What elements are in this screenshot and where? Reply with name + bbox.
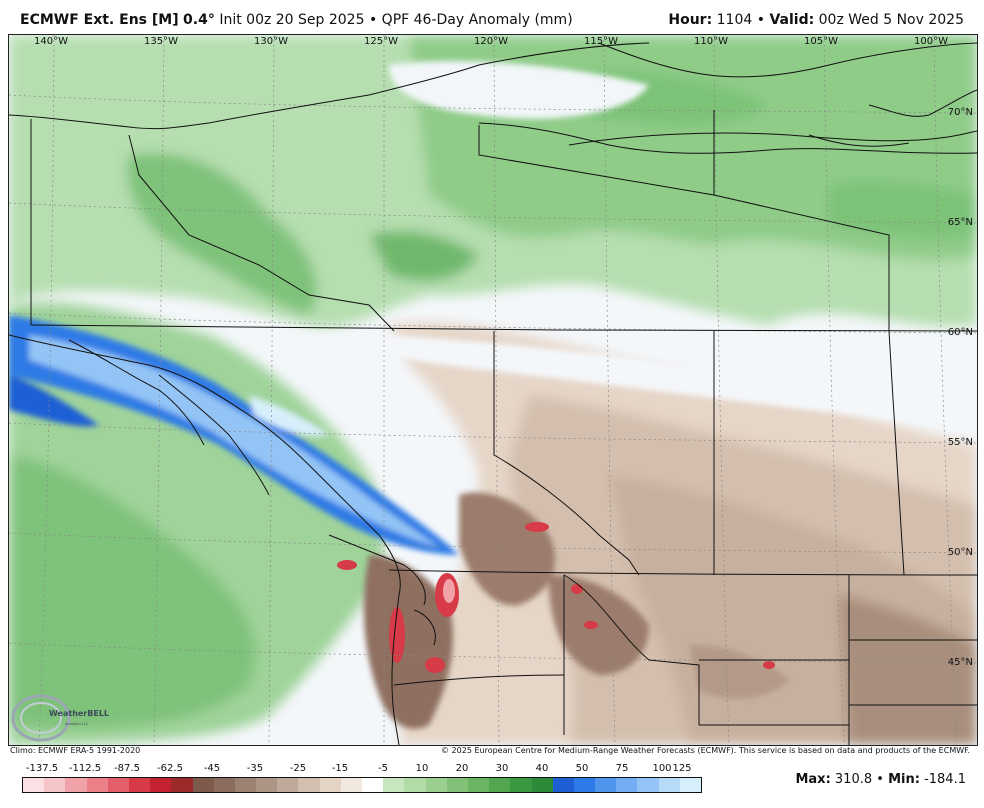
stats-separator: • [876,772,884,787]
valid-value: 00z Wed 5 Nov 2025 [818,12,964,28]
svg-text:Analytics LLC: Analytics LLC [65,722,89,726]
colorbar-swatch [595,778,617,792]
colorbar-swatch [192,778,214,792]
max-value: 310.8 [834,772,873,787]
colorbar-swatch [44,778,66,792]
legend-label: -62.5 [157,763,183,774]
min-label: Min: [888,772,920,787]
strong-dry-patches [363,492,789,729]
hour-label: Hour: [668,12,713,28]
copyright-notice: © 2025 European Centre for Medium-Range … [441,746,970,755]
latitude-labels: 70°N 65°N 60°N 55°N 50°N 45°N [948,107,973,668]
legend-label: -45 [203,763,221,774]
svg-text:50°N: 50°N [948,547,973,558]
colorbar-swatch [107,778,129,792]
svg-text:105°W: 105°W [804,36,838,47]
weatherbell-logo: WeatherBELL Analytics LLC [11,694,109,742]
svg-text:60°N: 60°N [948,327,973,338]
valid-time-header: Hour: 1104 • Valid: 00z Wed 5 Nov 2025 [668,12,964,28]
legend-label: 30 [495,763,509,774]
graticule [9,35,977,745]
legend-label: 75 [615,763,629,774]
legend-label: -87.5 [114,763,140,774]
legend-label: 125 [672,763,692,774]
svg-text:70°N: 70°N [948,107,973,118]
legend-label: -137.5 [25,763,59,774]
svg-text:55°N: 55°N [948,437,973,448]
svg-text:WeatherBELL: WeatherBELL [49,709,109,718]
colorbar-swatch [234,778,257,792]
colorbar-swatch [277,778,299,792]
header-separator: • [756,12,765,28]
svg-text:115°W: 115°W [584,36,618,47]
colorbar-swatch [256,778,278,792]
colorbar-swatch [319,778,341,792]
colorbar-swatch [404,778,426,792]
colorbar-swatch [446,778,468,792]
valid-label: Valid: [769,12,815,28]
map-title: ECMWF Ext. Ens [M] 0.4° Init 00z 20 Sep … [20,12,573,28]
min-value: -184.1 [924,772,966,787]
product-name: QPF 46-Day Anomaly (mm) [381,12,573,28]
colorbar-swatch [340,778,362,792]
legend-label: -5 [378,763,388,774]
legend-label: 100 [652,763,672,774]
svg-text:120°W: 120°W [474,36,508,47]
colorbar-swatch [679,778,701,792]
legend-label: 20 [455,763,469,774]
colorbar-swatch [425,778,447,792]
colorbar-swatch [298,778,320,792]
precip-anomaly-map: 140°W 135°W 130°W 125°W 120°W 115°W 110°… [9,35,977,745]
hour-value: 1104 [716,12,753,28]
colorbar-swatch [658,778,680,792]
svg-text:135°W: 135°W [144,36,178,47]
colorbar-swatch [86,778,108,792]
legend-label: -35 [246,763,264,774]
svg-text:100°W: 100°W [914,36,948,47]
init-time: 00z 20 Sep 2025 [246,12,365,28]
colorbar-swatch [213,778,235,792]
map-panel: 140°W 135°W 130°W 125°W 120°W 115°W 110°… [8,34,978,746]
svg-text:110°W: 110°W [694,36,728,47]
svg-text:140°W: 140°W [34,36,68,47]
colorbar-swatch [150,778,172,792]
colorbar-swatch [171,778,193,792]
longitude-labels: 140°W 135°W 130°W 125°W 120°W 115°W 110°… [34,36,948,47]
colorbar-labels: -137.5 -112.5 -87.5 -62.5 -45 -35 -25 -1… [22,763,702,777]
dry-anomaly-interior [389,322,977,745]
max-label: Max: [795,772,831,787]
legend-label: -15 [331,763,349,774]
title-separator: • [368,12,378,28]
init-prefix: Init [219,12,242,28]
colorbar-swatch [573,778,596,792]
coastlines [9,42,977,745]
svg-text:45°N: 45°N [948,657,973,668]
colorbar-swatch [510,778,532,792]
colorbar-swatch [552,778,574,792]
legend-label: -25 [289,763,307,774]
colorbar-swatch [531,778,553,792]
max-min-stats: Max: 310.8 • Min: -184.1 [795,772,966,787]
legend-label: 10 [415,763,429,774]
political-boundaries [30,110,977,745]
colorbar-swatch [489,778,511,792]
svg-text:125°W: 125°W [364,36,398,47]
colorbar-swatch [65,778,87,792]
resolution: 0.4° [183,12,215,28]
colorbar-swatch [637,778,659,792]
legend-label: -112.5 [68,763,102,774]
colorbar-swatch [128,778,151,792]
svg-text:130°W: 130°W [254,36,288,47]
colorbar-swatch [616,778,638,792]
climo-credit: Climo: ECMWF ERA-5 1991-2020 [10,746,141,755]
legend-label: 40 [535,763,549,774]
svg-text:65°N: 65°N [948,217,973,228]
colorbar [22,777,702,793]
colorbar-swatch [383,778,405,792]
model-name: ECMWF Ext. Ens [M] [20,12,179,28]
colorbar-swatch [467,778,490,792]
colorbar-swatch [23,778,45,792]
colorbar-swatch [362,778,384,792]
legend-label: 50 [575,763,589,774]
